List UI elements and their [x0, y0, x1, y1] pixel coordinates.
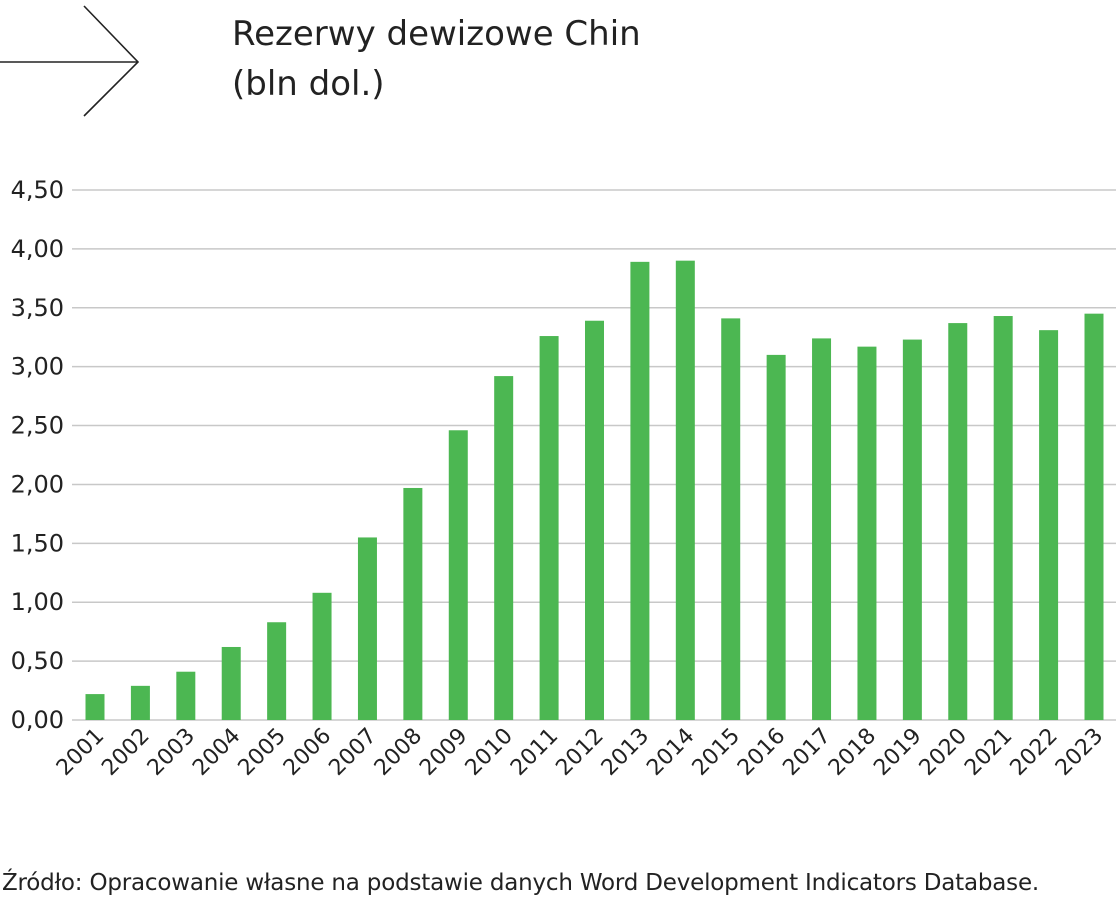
x-tick-label: 2003 — [143, 724, 200, 781]
bar — [494, 376, 514, 720]
x-tick-label: 2007 — [324, 724, 381, 781]
x-tick-label: 2005 — [234, 724, 291, 781]
x-tick-label: 2014 — [642, 724, 699, 781]
source-note: Źródło: Opracowanie własne na podstawie … — [2, 870, 1039, 896]
bar — [357, 537, 377, 720]
bar — [267, 622, 287, 720]
x-tick-label: 2018 — [824, 724, 881, 781]
bar — [812, 338, 832, 720]
y-tick-label: 4,00 — [11, 235, 64, 263]
bar — [1039, 330, 1059, 720]
bar — [539, 336, 559, 720]
bar — [902, 339, 922, 720]
x-tick-label: 2016 — [733, 724, 790, 781]
bar — [948, 323, 968, 720]
y-tick-label: 3,50 — [11, 294, 64, 322]
bar — [1084, 313, 1104, 720]
x-tick-label: 2011 — [506, 724, 563, 781]
x-tick-label: 2004 — [188, 724, 245, 781]
bar — [85, 694, 105, 720]
y-tick-label: 3,00 — [11, 353, 64, 381]
y-tick-label: 2,00 — [11, 470, 64, 498]
x-tick-label: 2022 — [1006, 724, 1063, 781]
bar — [585, 320, 604, 720]
x-tick-label: 2013 — [597, 724, 654, 781]
chart-title: Rezerwy dewizowe Chin — [232, 14, 641, 54]
bar-chart: 0,00 0,50 1,00 1,50 2,00 2,50 3,00 3,50 4,00 4,50… — [11, 176, 1116, 781]
y-tick-label: 0,50 — [11, 647, 64, 675]
x-tick-label: 2015 — [688, 724, 745, 781]
x-tick-label: 2008 — [370, 724, 427, 781]
bar — [130, 685, 150, 720]
x-tick-label: 2012 — [551, 724, 608, 781]
y-tick-label: 1,50 — [11, 529, 64, 557]
chart-subtitle-unit: (bln dol.) — [232, 64, 385, 104]
y-tick-label: 2,50 — [11, 412, 64, 440]
bar — [221, 646, 241, 720]
x-tick-label: 2010 — [461, 724, 518, 781]
bar — [176, 671, 196, 720]
x-tick-label: 2020 — [915, 724, 972, 781]
x-tick-label: 2002 — [97, 724, 154, 781]
bar — [403, 487, 423, 720]
x-tick-label: 2019 — [869, 724, 926, 781]
y-tick-label: 4,50 — [11, 176, 64, 204]
bar — [993, 316, 1013, 720]
x-tick-label: 2021 — [960, 724, 1017, 781]
y-tick-label: 0,00 — [11, 706, 64, 734]
bar — [630, 261, 650, 720]
bar — [721, 318, 741, 720]
bar — [448, 430, 468, 720]
x-tick-label: 2023 — [1051, 724, 1108, 781]
bar — [857, 346, 877, 720]
x-tick-label: 2017 — [779, 724, 836, 781]
x-tick-label: 2006 — [279, 724, 336, 781]
bar — [675, 260, 695, 720]
x-tick-label: 2009 — [415, 724, 472, 781]
bar — [312, 592, 332, 720]
arrow-right-icon — [0, 5, 140, 117]
bar — [766, 354, 786, 720]
y-tick-label: 1,00 — [11, 588, 64, 616]
